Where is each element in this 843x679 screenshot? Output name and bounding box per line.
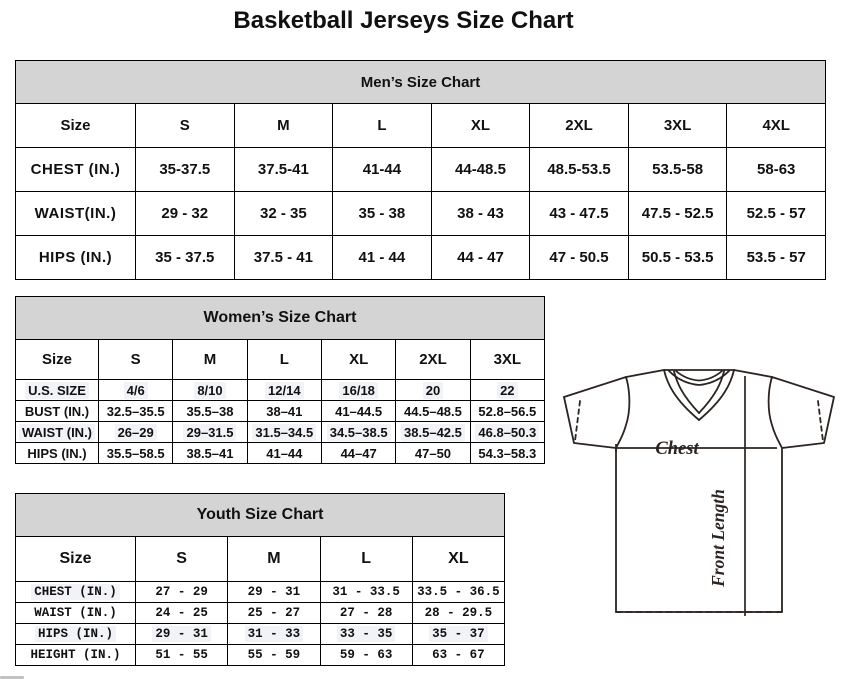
svg-text:Front Length: Front Length (708, 489, 728, 588)
svg-text:Chest: Chest (655, 439, 699, 459)
